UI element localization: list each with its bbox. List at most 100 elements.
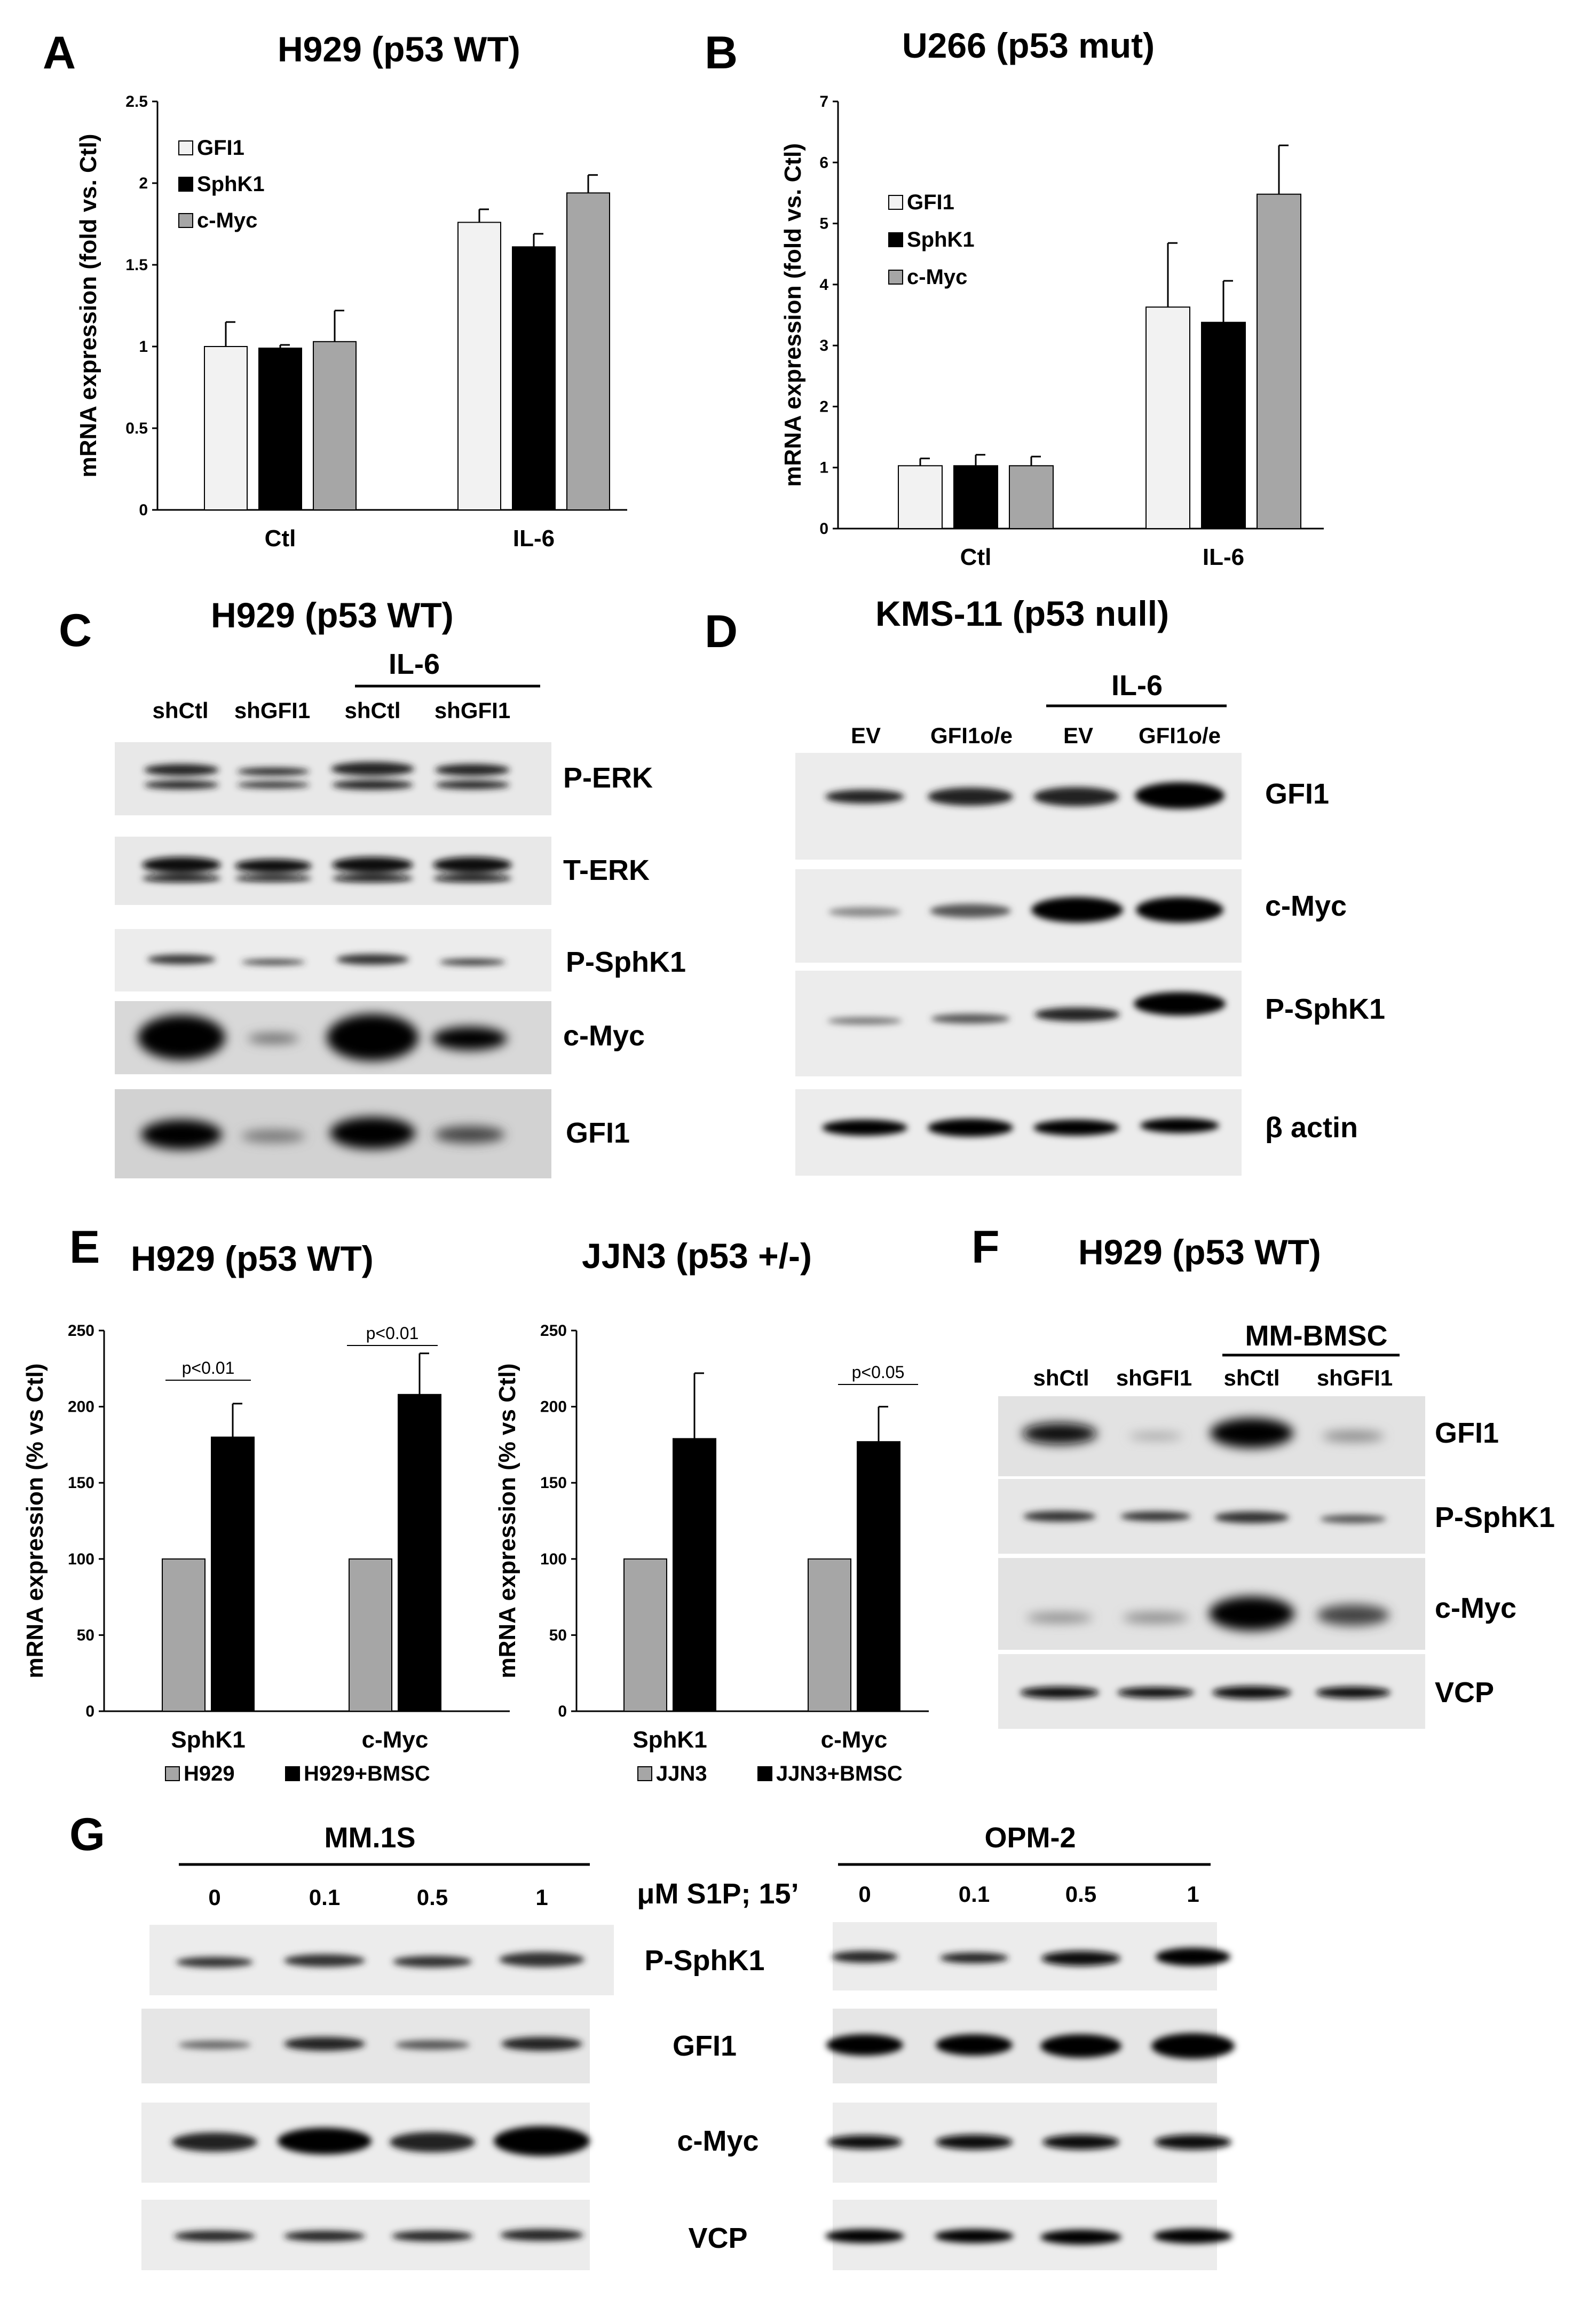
panel-a-title: H929 (p53 WT) [278, 29, 520, 69]
x-tick-label: c-Myc [821, 1727, 888, 1753]
blot-d-gfi1 [795, 753, 1242, 860]
blot-d-beta-actin [795, 1089, 1242, 1176]
chart-e-left: 0 50 100 150 200 250 mRNA expression (% vs Ctl… [22, 1322, 510, 1785]
y-tick-label: 7 [819, 93, 828, 111]
panel-c-band-4: c-Myc [563, 1020, 645, 1052]
panel-f-treatment: MM-BMSC [1245, 1320, 1388, 1352]
y-tick-label: 100 [68, 1551, 94, 1568]
panel-d-lane-4: GFI1o/e [1139, 723, 1221, 748]
panel-g-left-dose-3: 0.5 [417, 1885, 448, 1910]
bar-gfi1 [898, 465, 943, 529]
legend-swatch [285, 1766, 300, 1781]
bar-jjn3-bmsc [857, 1441, 900, 1712]
p-value-label: p<0.01 [182, 1358, 235, 1378]
panel-d-band-4: β actin [1265, 1112, 1358, 1144]
blot-g-left-vcp [141, 2200, 590, 2270]
blot-d-c-myc [795, 869, 1242, 963]
y-tick-label: 0 [139, 501, 148, 519]
legend-label: JJN3 [656, 1762, 707, 1785]
bar-sphk1 [1201, 321, 1246, 529]
y-tick-label: 1 [819, 459, 828, 477]
bar-sphk1 [258, 348, 302, 510]
y-tick-label: 1 [139, 338, 148, 356]
legend-label: H929+BMSC [304, 1762, 430, 1785]
bar-jjn3-bmsc [673, 1438, 716, 1712]
legend-swatch [178, 140, 193, 155]
panel-d-title: KMS-11 (p53 null) [875, 594, 1169, 633]
y-tick-label: 250 [540, 1322, 567, 1340]
bar-h929-bmsc [211, 1436, 255, 1712]
panel-c-band-3: P-SphK1 [566, 946, 686, 978]
x-tick-label: Ctl [960, 544, 992, 570]
y-axis-label: mRNA expression (% vs Ctl) [494, 1363, 520, 1678]
legend-label: H929 [184, 1762, 235, 1785]
panel-g-left-dose-4: 1 [535, 1885, 548, 1910]
y-tick-label: 0.5 [125, 420, 148, 437]
blot-c-c-myc [115, 1001, 551, 1074]
y-tick-label: 0 [819, 520, 828, 538]
panel-c-band-5: GFI1 [566, 1117, 630, 1149]
panel-b-title: U266 (p53 mut) [902, 26, 1155, 65]
y-tick-label: 4 [819, 276, 828, 294]
panel-c-lane-4: shGFI1 [434, 698, 510, 723]
panel-c-lane-3: shCtl [345, 698, 401, 723]
panel-f-lane-3: shCtl [1224, 1365, 1280, 1390]
bar-c-myc [1257, 193, 1301, 529]
panel-e-title-left: H929 (p53 WT) [131, 1239, 374, 1278]
panel-f-lane-2: shGFI1 [1116, 1365, 1192, 1390]
panel-g-right-dose-4: 1 [1187, 1882, 1199, 1907]
blot-f-c-myc [998, 1558, 1425, 1650]
blot-g-right-c-myc [827, 2103, 1231, 2183]
bar-jjn3 [808, 1558, 851, 1712]
bar-sphk1 [512, 246, 556, 510]
blot-c-p-sphk1 [115, 929, 551, 991]
p-value-label: p<0.05 [852, 1363, 905, 1382]
panel-g-band-2: GFI1 [673, 2030, 737, 2062]
y-tick-label: 150 [540, 1474, 567, 1492]
y-tick-label: 50 [77, 1626, 94, 1644]
chart-a: 0 0.5 1 1.5 2 2.5 mRNA expression (fold vs. Ct… [75, 93, 627, 552]
bar-gfi1 [457, 222, 501, 510]
panel-d-lane-3: EV [1063, 723, 1093, 748]
panel-d-lane-1: EV [851, 723, 881, 748]
panel-d-letter: D [705, 606, 738, 657]
chart-b: 0 1 2 3 4 5 6 7 mRNA expression (fold vs. Ctl) Ct… [780, 93, 1324, 570]
panel-c-treatment: IL-6 [389, 648, 440, 680]
panel-g-treatment: μM S1P; 15’ [637, 1878, 799, 1910]
legend-label: c-Myc [197, 209, 257, 232]
legend-label: GFI1 [907, 191, 954, 214]
blot-g-right-gfi1 [826, 2009, 1235, 2083]
panel-g-letter: G [69, 1809, 105, 1860]
legend-label: SphK1 [907, 228, 975, 251]
panel-g-band-3: c-Myc [677, 2125, 759, 2157]
blot-g-left-p-sphk1 [149, 1925, 614, 1995]
blot-g-right-p-sphk1 [832, 1922, 1230, 1990]
y-tick-label: 2.5 [125, 93, 148, 111]
panel-c-band-2: T-ERK [563, 854, 650, 886]
panel-f-title: H929 (p53 WT) [1078, 1232, 1321, 1272]
chart-e-right: 0 50 100 150 200 250 mRNA expression (% vs Ctl… [494, 1322, 929, 1785]
bar-gfi1 [1145, 306, 1190, 530]
panel-c-lane-2: shGFI1 [234, 698, 310, 723]
panel-e-title-right: JJN3 (p53 +/-) [582, 1236, 812, 1276]
panel-g-left-cell: MM.1S [324, 1822, 415, 1854]
legend-swatch [637, 1766, 652, 1781]
bar-jjn3 [623, 1558, 667, 1712]
panel-d-lane-2: GFI1o/e [930, 723, 1013, 748]
panel-d-band-1: GFI1 [1265, 778, 1329, 810]
y-tick-label: 5 [819, 215, 828, 233]
panel-g-band-1: P-SphK1 [644, 1945, 764, 1977]
panel-f-band-1: GFI1 [1435, 1417, 1499, 1449]
y-tick-label: 3 [819, 337, 828, 355]
panel-g-right-cell: OPM-2 [984, 1822, 1076, 1854]
legend-swatch [757, 1766, 772, 1781]
y-tick-label: 2 [139, 175, 148, 192]
y-tick-label: 1.5 [125, 256, 148, 274]
legend-label: GFI1 [197, 136, 244, 160]
y-axis-label: mRNA expression (fold vs. Ctl) [780, 143, 806, 487]
x-tick-label: IL-6 [513, 525, 555, 552]
panel-g-right-dose-1: 0 [858, 1882, 871, 1907]
bar-h929 [349, 1558, 392, 1712]
panel-e-letter: E [69, 1222, 100, 1273]
y-tick-label: 200 [68, 1398, 94, 1416]
